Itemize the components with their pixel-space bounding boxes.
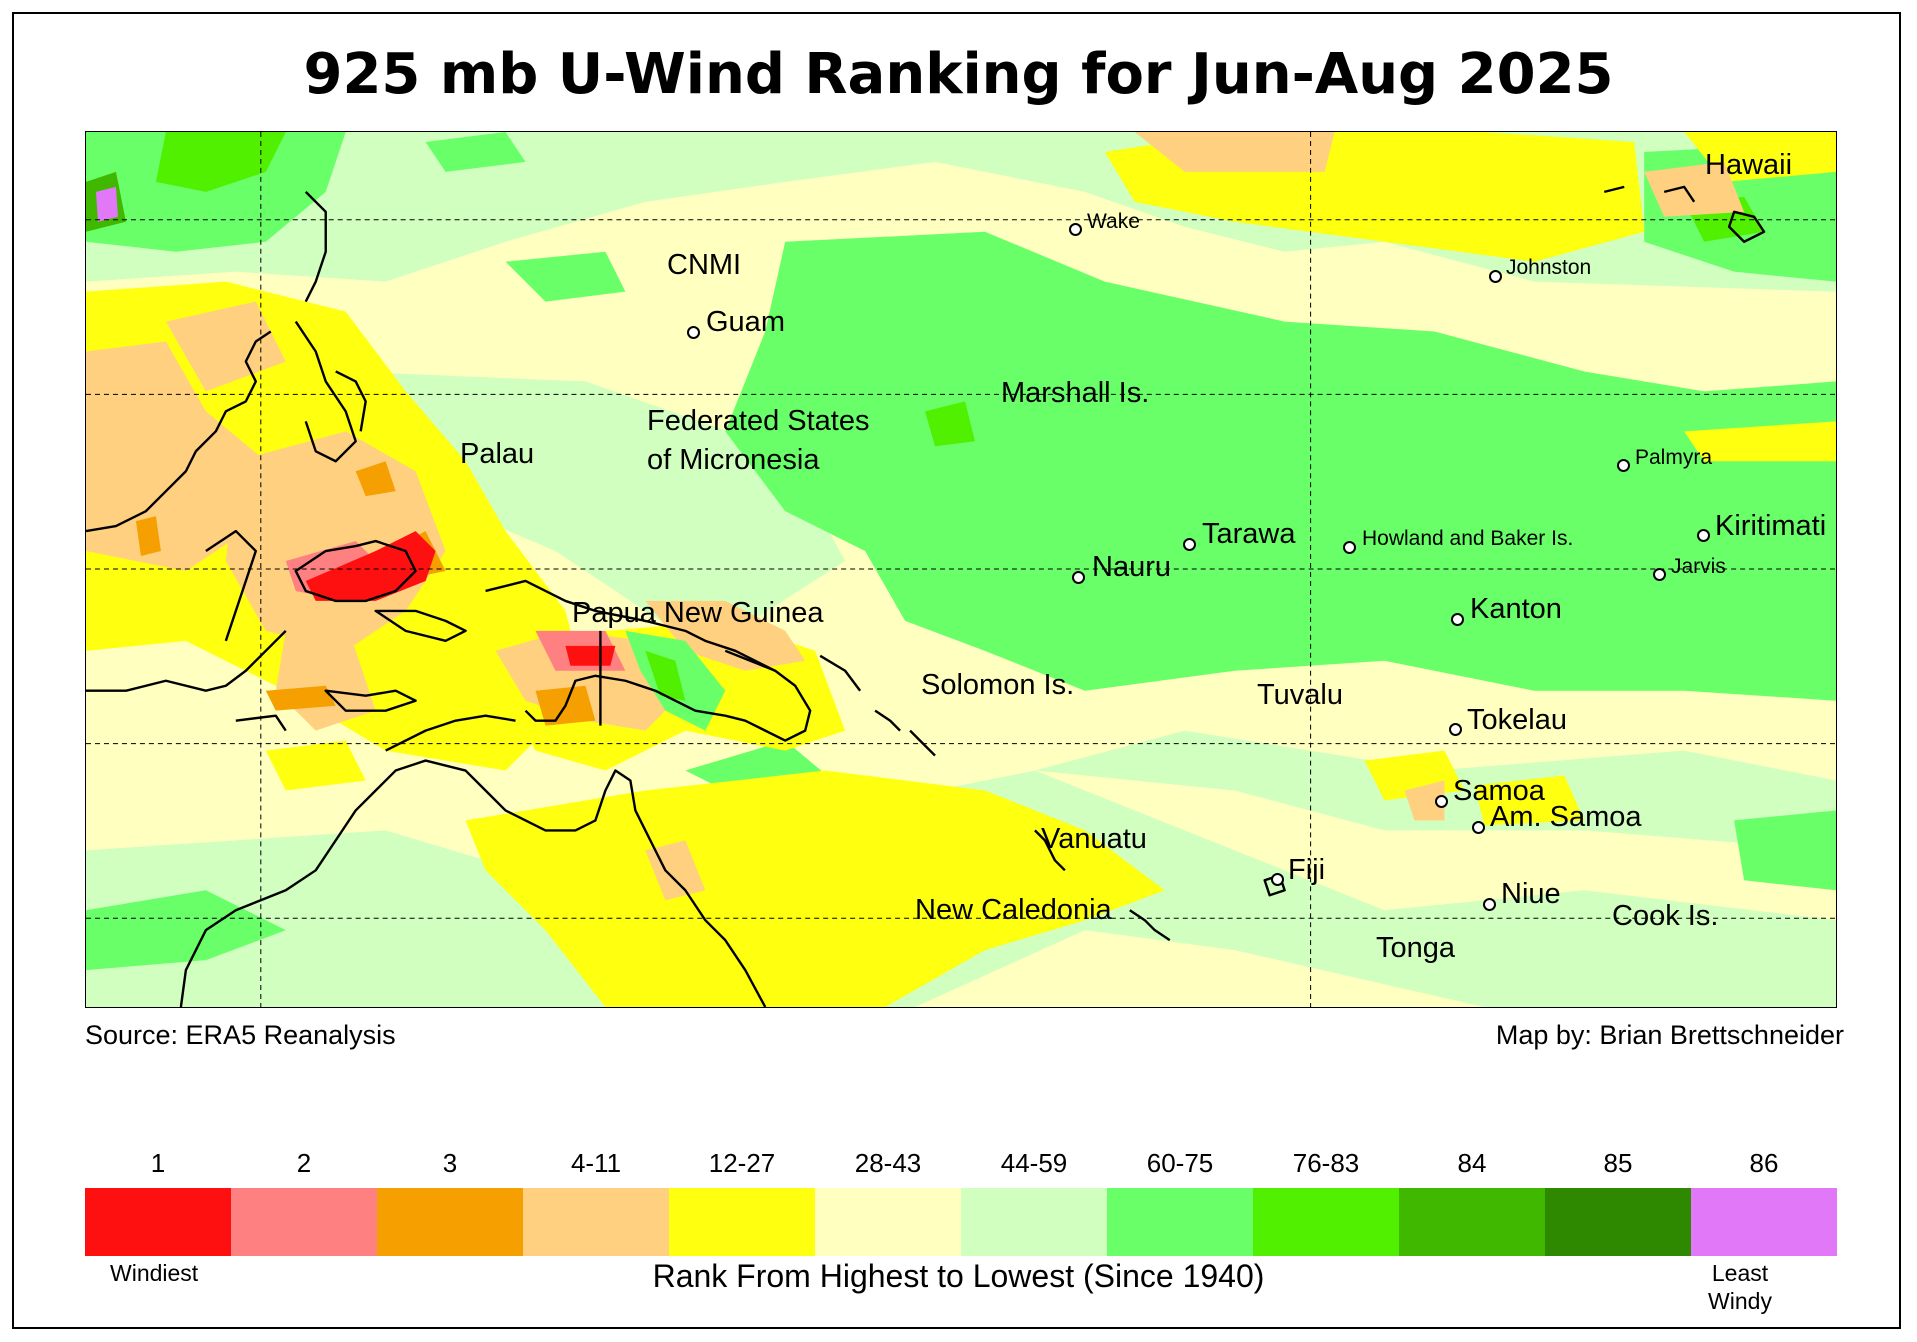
legend-swatch-85: [1545, 1188, 1691, 1256]
source-note: Source: ERA5 Reanalysis: [85, 1020, 396, 1050]
legend-swatch-60-75: [1107, 1188, 1253, 1256]
legend-category-28-43: 28-43: [854, 1148, 922, 1178]
label-kiritimati: Kiritimati: [1715, 510, 1827, 542]
label-howland: Howland and Baker Is.: [1362, 527, 1574, 550]
palmyra-marker: [1617, 459, 1630, 472]
label-cook: Cook Is.: [1612, 900, 1719, 932]
legend-category-60-75: 60-75: [1146, 1148, 1214, 1178]
legend-category-12-27: 12-27: [708, 1148, 776, 1178]
legend-swatch-44-59: [961, 1188, 1107, 1256]
label-tokelau: Tokelau: [1467, 704, 1567, 736]
tokelau-marker: [1449, 723, 1462, 736]
legend-swatch-86: [1691, 1188, 1837, 1256]
wake-marker: [1069, 223, 1082, 236]
niue-marker: [1483, 898, 1496, 911]
legend-category-76-83: 76-83: [1292, 1148, 1360, 1178]
legend-color-bar: [85, 1188, 1837, 1256]
kanton-marker: [1451, 613, 1464, 626]
rank-map: Hawaii Wake Johnston CNMI Guam Marshall …: [85, 131, 1837, 1008]
label-tonga: Tonga: [1376, 932, 1456, 964]
label-nauru: Nauru: [1092, 551, 1171, 583]
label-vanuatu: Vanuatu: [1041, 823, 1147, 855]
legend-high-label-line2: Windy: [1708, 1288, 1772, 1314]
legend-swatch-1: [85, 1188, 231, 1256]
legend-swatch-84: [1399, 1188, 1545, 1256]
kiritimati-marker: [1697, 529, 1710, 542]
legend-caption: Rank From Highest to Lowest (Since 1940): [652, 1258, 1265, 1294]
label-fiji: Fiji: [1288, 854, 1326, 886]
label-tuvalu: Tuvalu: [1257, 679, 1343, 711]
label-solomon: Solomon Is.: [921, 669, 1075, 701]
label-johnston: Johnston: [1506, 256, 1592, 279]
label-marshall: Marshall Is.: [1001, 377, 1150, 409]
map-title: 925 mb U-Wind Ranking for Jun-Aug 2025: [303, 42, 1614, 107]
label-guam: Guam: [706, 306, 785, 338]
fiji-marker: [1271, 873, 1284, 886]
samoa-marker: [1435, 795, 1448, 808]
legend-swatch-12-27: [669, 1188, 815, 1256]
label-amsamoa: Am. Samoa: [1490, 801, 1642, 833]
johnston-marker: [1489, 270, 1502, 283]
legend-swatch-4-11: [523, 1188, 669, 1256]
legend-swatch-28-43: [815, 1188, 961, 1256]
legend-category-86: 86: [1749, 1148, 1779, 1178]
label-niue: Niue: [1501, 878, 1561, 910]
legend-category-44-59: 44-59: [1000, 1148, 1068, 1178]
label-fsm-line2: of Micronesia: [647, 444, 820, 476]
legend-category-3: 3: [442, 1148, 458, 1178]
legend-category-85: 85: [1603, 1148, 1633, 1178]
label-cnmi: CNMI: [667, 249, 742, 281]
legend-high-label-line1: Least: [1711, 1260, 1769, 1286]
label-wake: Wake: [1087, 210, 1140, 233]
howland-marker: [1343, 541, 1356, 554]
legend-category-labels: 1 2 3 4-11 12-27 28-43 44-59 60-75 76-83 84 85 86: [85, 1148, 1837, 1182]
label-new-caledonia: New Caledonia: [915, 894, 1112, 926]
legend-swatch-3: [377, 1188, 523, 1256]
legend-swatch-76-83: [1253, 1188, 1399, 1256]
label-kanton: Kanton: [1470, 593, 1562, 625]
label-palau: Palau: [460, 438, 535, 470]
legend-category-4-11: 4-11: [570, 1148, 622, 1178]
label-jarvis: Jarvis: [1671, 555, 1726, 578]
label-palmyra: Palmyra: [1635, 446, 1713, 469]
nauru-marker: [1072, 571, 1085, 584]
legend-swatch-2: [231, 1188, 377, 1256]
label-tarawa: Tarawa: [1202, 518, 1296, 550]
credit-note: Map by: Brian Brettschneider: [1495, 1020, 1844, 1050]
legend-category-1: 1: [150, 1148, 166, 1178]
label-samoa: Samoa: [1453, 775, 1545, 807]
label-hawaii: Hawaii: [1705, 149, 1793, 181]
tarawa-marker: [1183, 538, 1196, 551]
legend-category-2: 2: [296, 1148, 312, 1178]
guam-marker: [687, 326, 700, 339]
label-png: Papua New Guinea: [572, 597, 824, 629]
legend-low-label: Windiest: [110, 1260, 199, 1286]
legend-category-84: 84: [1457, 1148, 1487, 1178]
label-fsm-line1: Federated States: [647, 405, 870, 437]
amsamoa-marker: [1472, 821, 1485, 834]
rank-field: [86, 132, 1836, 1007]
jarvis-marker: [1653, 568, 1666, 581]
